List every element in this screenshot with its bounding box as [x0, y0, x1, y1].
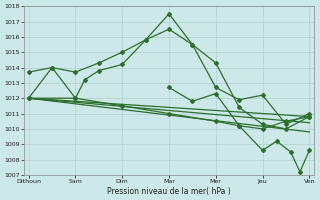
X-axis label: Pression niveau de la mer( hPa ): Pression niveau de la mer( hPa ) [107, 187, 231, 196]
